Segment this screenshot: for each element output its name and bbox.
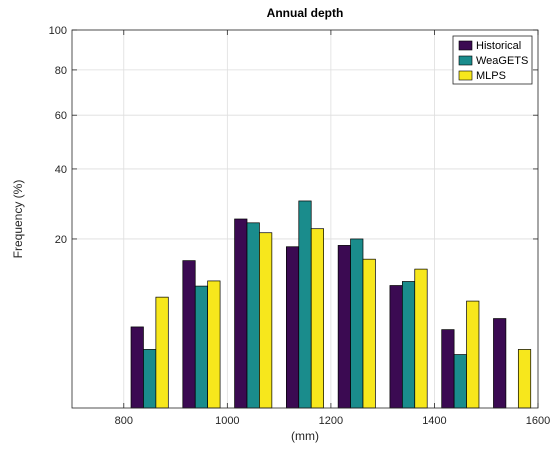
ticks: 800 1000 1200 1400 1600 20 40 60 80 100 xyxy=(49,25,550,427)
bar-mlps-850 xyxy=(155,296,169,409)
x-tick-label: 1200 xyxy=(319,415,343,427)
bar-mlps-950 xyxy=(207,280,221,409)
legend-label-mlps: MLPS xyxy=(476,70,506,82)
chart-title: Annual depth xyxy=(267,6,344,20)
y-tick-label: 80 xyxy=(55,65,67,77)
bar-weagets-1450 xyxy=(453,354,467,409)
bar-weagets-950 xyxy=(194,285,209,409)
legend-label-weagets: WeaGETS xyxy=(476,55,528,67)
x-tick-label: 800 xyxy=(115,415,133,427)
bar-historical-1150 xyxy=(286,246,300,409)
bar-historical-850 xyxy=(130,326,144,409)
bar-mlps-1250 xyxy=(362,258,376,409)
legend-swatch-historical xyxy=(458,40,473,51)
bar-historical-1550 xyxy=(493,318,507,409)
bar-mlps-1150 xyxy=(310,228,324,409)
y-axis-label: Frequency (%) xyxy=(11,180,25,259)
bars xyxy=(130,200,532,409)
bar-historical-1350 xyxy=(389,285,403,409)
y-tick-label: 20 xyxy=(55,234,67,246)
y-tick-label: 40 xyxy=(55,164,67,176)
bar-mlps-1350 xyxy=(414,268,428,409)
bar-historical-1050 xyxy=(234,218,248,409)
bar-historical-1450 xyxy=(441,329,455,409)
bar-weagets-1150 xyxy=(298,200,312,409)
bar-mlps-1450 xyxy=(466,300,480,409)
legend-swatch-weagets xyxy=(458,55,473,66)
bar-weagets-1350 xyxy=(401,281,416,409)
x-axis-label: (mm) xyxy=(291,429,319,443)
bar-mlps-1550 xyxy=(517,349,532,409)
y-tick-label: 60 xyxy=(55,110,67,122)
bar-weagets-850 xyxy=(143,349,157,409)
legend-swatch-mlps xyxy=(458,70,473,81)
bar-historical-950 xyxy=(182,260,196,409)
plot-frame xyxy=(71,29,539,409)
bar-weagets-1250 xyxy=(350,238,364,409)
x-tick-label: 1400 xyxy=(422,415,446,427)
bar-historical-1250 xyxy=(337,245,351,409)
bar-weagets-1050 xyxy=(246,222,260,409)
bar-mlps-1050 xyxy=(259,232,273,409)
legend: Historical WeaGETS MLPS xyxy=(452,35,533,85)
legend-label-historical: Historical xyxy=(476,40,521,52)
x-tick-label: 1000 xyxy=(215,415,239,427)
y-tick-label: 100 xyxy=(49,25,67,37)
x-tick-label: 1600 xyxy=(526,415,550,427)
